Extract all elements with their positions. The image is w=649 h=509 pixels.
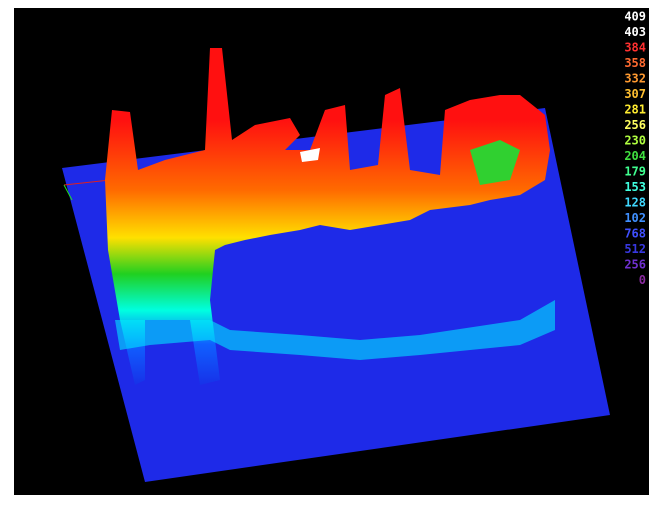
axis — [63, 179, 111, 186]
inner-hole — [470, 140, 520, 185]
legend-label: 230 — [624, 134, 646, 148]
legend-label: 512 — [624, 242, 646, 256]
legend-label: 332 — [624, 72, 646, 86]
peak — [300, 148, 320, 162]
legend-label: 768 — [624, 227, 646, 241]
legend-label: 256 — [624, 118, 646, 132]
legend-label: 358 — [624, 56, 646, 70]
wall — [105, 48, 550, 385]
wall-fade — [115, 300, 555, 360]
legend: 4094033843583323072812562302041791531281… — [624, 10, 646, 288]
legend-label: 409 — [624, 10, 646, 24]
legend-label: 256 — [624, 258, 646, 272]
surface-walls — [105, 48, 555, 385]
legend-label: 179 — [624, 165, 646, 179]
legend-label: 384 — [624, 41, 646, 55]
legend-label: 281 — [624, 103, 646, 117]
legend-label: 0 — [639, 273, 646, 287]
axis — [63, 184, 73, 201]
legend-label: 128 — [624, 196, 646, 210]
legend-label: 102 — [624, 211, 646, 225]
legend-label: 403 — [624, 25, 646, 39]
legend-label: 153 — [624, 180, 646, 194]
legend-label: 204 — [624, 149, 646, 163]
legend-label: 307 — [624, 87, 646, 101]
